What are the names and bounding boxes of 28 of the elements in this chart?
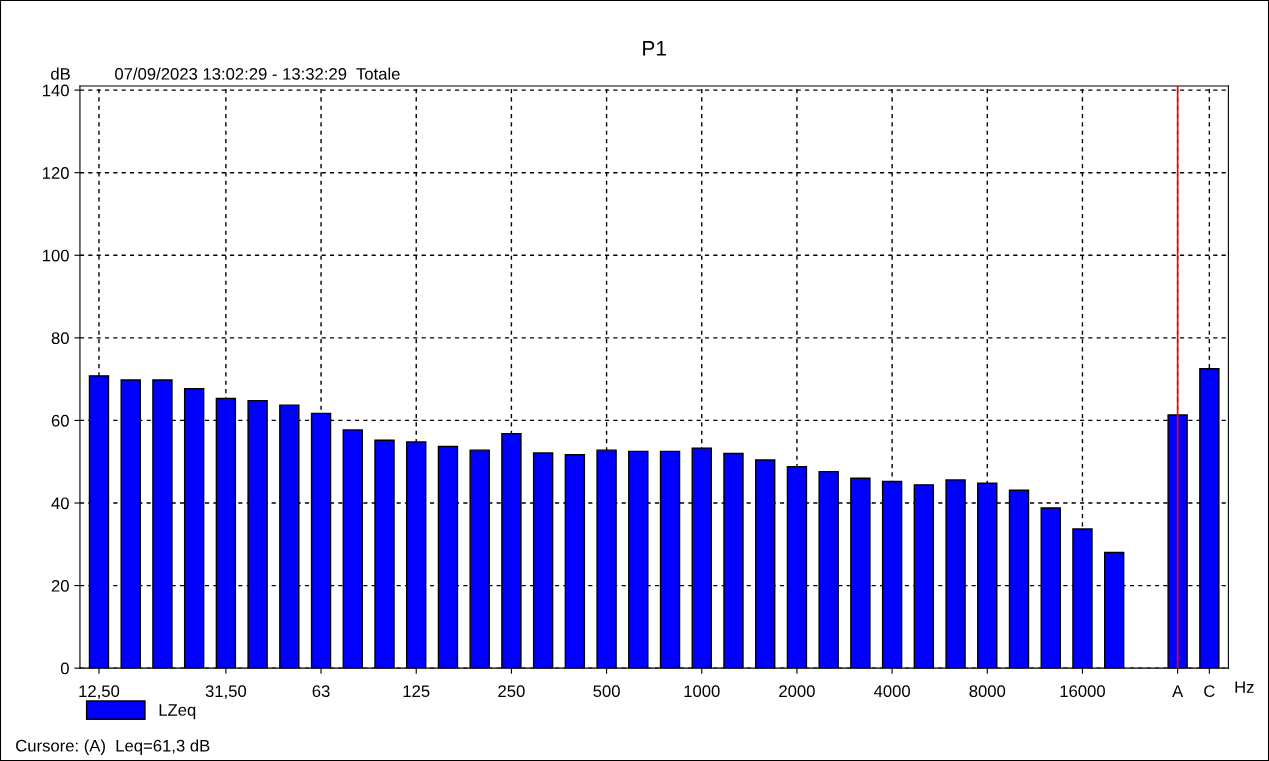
y-tick-label: 20	[51, 579, 69, 592]
x-tick-label: 250	[498, 685, 525, 698]
x-tick-label: 8000	[969, 685, 1006, 698]
x-tick-label: A	[1172, 685, 1184, 697]
y-tick-label: 100	[43, 249, 69, 262]
y-tick-label: 60	[51, 414, 69, 427]
x-tick-label: 63	[312, 685, 330, 698]
y-tick-label: 140	[43, 84, 69, 97]
text: Cursore: (A) Leq=61,3 dB	[16, 739, 210, 755]
x-tick-label: 500	[593, 685, 620, 698]
x-tick-label: 4000	[873, 685, 910, 698]
chart-title: P1	[643, 41, 666, 56]
y-tick-label: 0	[60, 662, 69, 675]
x-tick-label: 12,50	[79, 685, 120, 700]
y-tick-label: 120	[43, 167, 69, 179]
y-axis-title: dB	[51, 67, 70, 80]
bar	[247, 399, 268, 669]
x-tick-label: 31,50	[205, 685, 247, 700]
x-tick-label: C	[1204, 685, 1215, 698]
x-tick-label: 1000	[684, 685, 720, 698]
legend-label: LZeq	[159, 704, 196, 720]
x-tick-label: 125	[403, 685, 430, 698]
chart-subtitle: 07/09/2023 13:02:29 - 13:32:29 Totale	[115, 67, 400, 80]
x-axis-title: Hz	[1235, 681, 1254, 693]
x-tick-label: 2000	[779, 685, 815, 698]
x-tick-label: 16000	[1060, 685, 1105, 698]
y-tick-label: 80	[51, 332, 69, 345]
y-tick-label: 40	[51, 497, 69, 510]
